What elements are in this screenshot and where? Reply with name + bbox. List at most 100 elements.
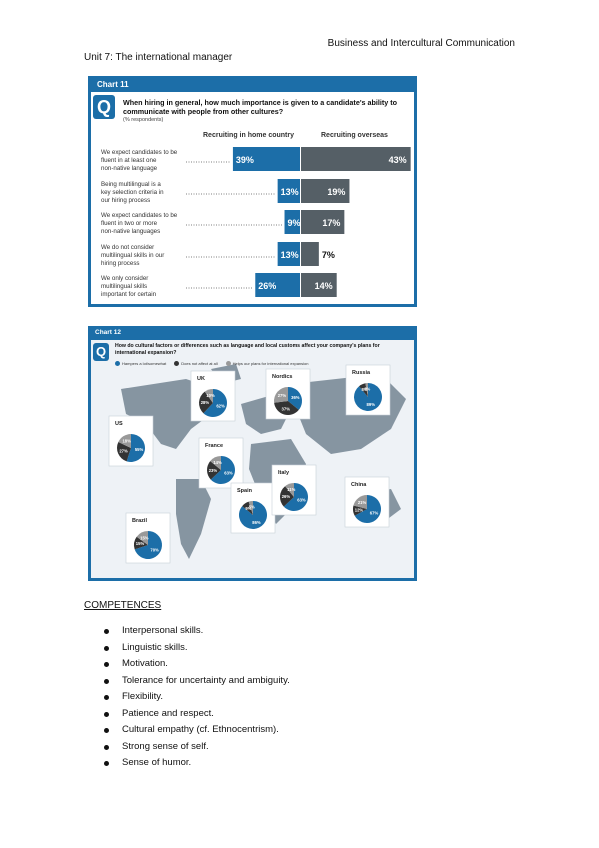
value-label-home: 9% [288, 218, 301, 228]
col-header-home: Recruiting in home country [203, 132, 295, 139]
chart-11-note: (% respondents) [123, 117, 164, 123]
pie-value-label: 55% [135, 447, 144, 452]
value-label-overseas: 7% [322, 250, 335, 260]
list-item: Linguistic skills. [104, 640, 290, 657]
pie-slice [204, 389, 213, 403]
bar-home [232, 147, 300, 171]
bar-overseas [301, 273, 337, 297]
pie-slice [210, 456, 235, 484]
pie-value-label: 89% [367, 402, 376, 407]
legend-swatch [174, 361, 180, 366]
pie-slice [134, 531, 162, 559]
pie-value-label: 14% [213, 460, 222, 465]
legend-swatch [225, 361, 231, 366]
pie-value-label: 28% [201, 400, 210, 405]
legend-swatch [115, 361, 120, 366]
pie-value-label: 70% [150, 547, 159, 552]
value-label-home: 13% [281, 250, 299, 260]
chart-12-map: UK 62% 28% 10% Nordics 36% 37% 27% Russia 89% 8%3%… [108, 364, 406, 564]
pie-value-label: 26% [282, 494, 291, 499]
pie-russia: Russia 89% 8%3% [345, 364, 391, 416]
bar-home [255, 273, 300, 297]
pie-slice [280, 486, 294, 507]
bar-home [277, 242, 300, 266]
chart-12: UK 62% 28% 10% Nordics 36% 37% 27% Russia 89% 8% 3%… [88, 326, 417, 581]
category-label: We do not consider multilingual skills in… [101, 244, 164, 267]
pie-us: US 55% 27% 18% [108, 415, 154, 467]
pie-value-label: 36% [291, 395, 300, 400]
pie-slice [248, 501, 253, 515]
pie-value-label: 27% [119, 449, 128, 454]
pie-slice [210, 456, 221, 470]
chart-11-question: When hiring in general, how much importa… [123, 98, 398, 116]
pie-value-label: 12% [355, 508, 364, 513]
pie-slice [207, 461, 221, 480]
pie-china: China 67% 12% 21% [344, 476, 390, 528]
bar-overseas [301, 210, 345, 234]
legend-label: Helps our plans for international expans… [232, 361, 309, 366]
bar-home [284, 210, 300, 234]
pie-value-label: 9% [245, 506, 251, 511]
pie-value-label: 86% [252, 520, 261, 525]
pie-value-label: 8% [362, 387, 368, 392]
header-unit-title: Unit 7: The international manager [84, 52, 233, 63]
pie-slice [136, 531, 148, 545]
value-label-overseas: 19% [327, 187, 345, 197]
pie-value-label: 63% [224, 471, 233, 476]
legend-item: Helps our plans for international expans… [225, 361, 309, 366]
category-label: We expect candidates to be fluent in two … [101, 212, 178, 235]
pie-slice [242, 501, 253, 515]
pie-slice [359, 383, 368, 397]
legend-item: Does not affect at all [174, 361, 218, 366]
pie-slice [274, 401, 299, 415]
pie-slice [126, 434, 146, 462]
pie-title: US [115, 421, 123, 427]
value-label-overseas: 43% [389, 155, 407, 165]
pie-slice [288, 387, 302, 410]
list-item: Tolerance for uncertainty and ambiguity. [104, 673, 290, 690]
value-label-home: 39% [236, 155, 254, 165]
question-badge: Q [93, 343, 109, 361]
pie-value-label: 15% [136, 541, 145, 546]
pie-value-label: 62% [216, 403, 225, 408]
pie-value-label: 11% [287, 487, 295, 492]
bar-overseas [301, 147, 411, 171]
legend-label: Hampers a lot/somewhat [122, 361, 167, 366]
chart-11: Chart 11 Q When hiring in general, how m… [88, 76, 417, 307]
pie-value-label: 37% [282, 406, 291, 411]
list-item: Sense of humor. [104, 755, 290, 772]
pie-value-label: 21% [358, 500, 367, 505]
pie-title: Brazil [132, 518, 147, 524]
value-label-home: 26% [258, 281, 276, 291]
value-label-home: 13% [281, 187, 299, 197]
pie-value-label: 18% [122, 439, 131, 444]
chart-12-question: How do cultural factors or differences s… [115, 343, 380, 356]
chart-12-legend: Hampers a lot/somewhat Does not affect a… [115, 361, 308, 366]
pie-italy: Italy 63% 26% 11% [271, 464, 317, 516]
pie-spain: Spain 86% 9%5% [230, 482, 276, 534]
pie-title: China [351, 482, 367, 488]
pie-slice [203, 389, 228, 417]
landmass [176, 479, 211, 559]
pie-value-label: 5% [249, 504, 255, 509]
list-item: Flexibility. [104, 689, 290, 706]
pie-value-label: 3% [364, 386, 370, 391]
chart-11-title: Chart 11 [97, 80, 129, 89]
list-item: Interpersonal skills. [104, 623, 290, 640]
pie-title: UK [197, 376, 205, 382]
pie-slice [285, 483, 294, 497]
pie-slice [353, 505, 367, 516]
chart-12-title-bar [91, 329, 414, 340]
pie-slice [354, 495, 382, 523]
chart-11-bars: We expect candidates to be fluent in at l… [101, 147, 411, 298]
pie-slice [199, 391, 213, 414]
bar-home [277, 179, 300, 203]
col-header-overseas: Recruiting overseas [321, 132, 388, 139]
pie-slice [283, 483, 308, 511]
pie-nordics: Nordics 36% 37% 27% [265, 368, 311, 420]
pie-slice [274, 387, 288, 403]
legend-label: Does not affect at all [181, 361, 218, 366]
pie-slice [365, 383, 368, 397]
list-item: Strong sense of self. [104, 739, 290, 756]
pie-title: Russia [352, 370, 371, 376]
